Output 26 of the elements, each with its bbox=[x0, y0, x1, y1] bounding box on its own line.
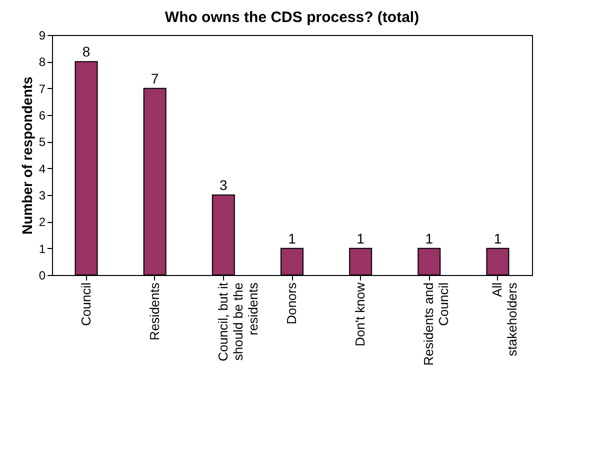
y-tick-label: 3 bbox=[38, 188, 46, 202]
data-label: 1 bbox=[494, 230, 502, 246]
x-tick-label: All stakeholders bbox=[490, 282, 520, 356]
data-label: 1 bbox=[356, 230, 365, 246]
chart-title: Who owns the CDS process? (total) bbox=[164, 9, 420, 26]
x-tick-label: Don't know bbox=[352, 282, 368, 346]
y-tick-label: 2 bbox=[38, 215, 46, 230]
data-label: 7 bbox=[150, 70, 159, 86]
x-tick-label: Residents and Council bbox=[421, 282, 452, 366]
y-axis-title: Number of respondents bbox=[18, 76, 35, 234]
y-tick-label: 6 bbox=[38, 108, 46, 122]
x-tick-label: Council bbox=[78, 282, 94, 326]
y-tick-label: 5 bbox=[38, 135, 46, 150]
y-tick-label: 9 bbox=[38, 28, 46, 42]
x-tick-label: Donors bbox=[284, 282, 299, 324]
data-label: 8 bbox=[82, 44, 90, 60]
data-label: 1 bbox=[425, 230, 434, 246]
y-tick-label: 0 bbox=[38, 268, 46, 282]
y-tick-label: 8 bbox=[38, 55, 46, 70]
y-tick-label: 4 bbox=[38, 162, 46, 176]
x-tick-label: Residents bbox=[146, 282, 162, 340]
data-label: 1 bbox=[288, 230, 296, 246]
data-label: 3 bbox=[220, 177, 228, 193]
x-tick-label: Council, but it should be the residents bbox=[215, 282, 260, 362]
y-tick-label: 7 bbox=[38, 82, 46, 96]
y-tick-label: 1 bbox=[38, 242, 46, 256]
